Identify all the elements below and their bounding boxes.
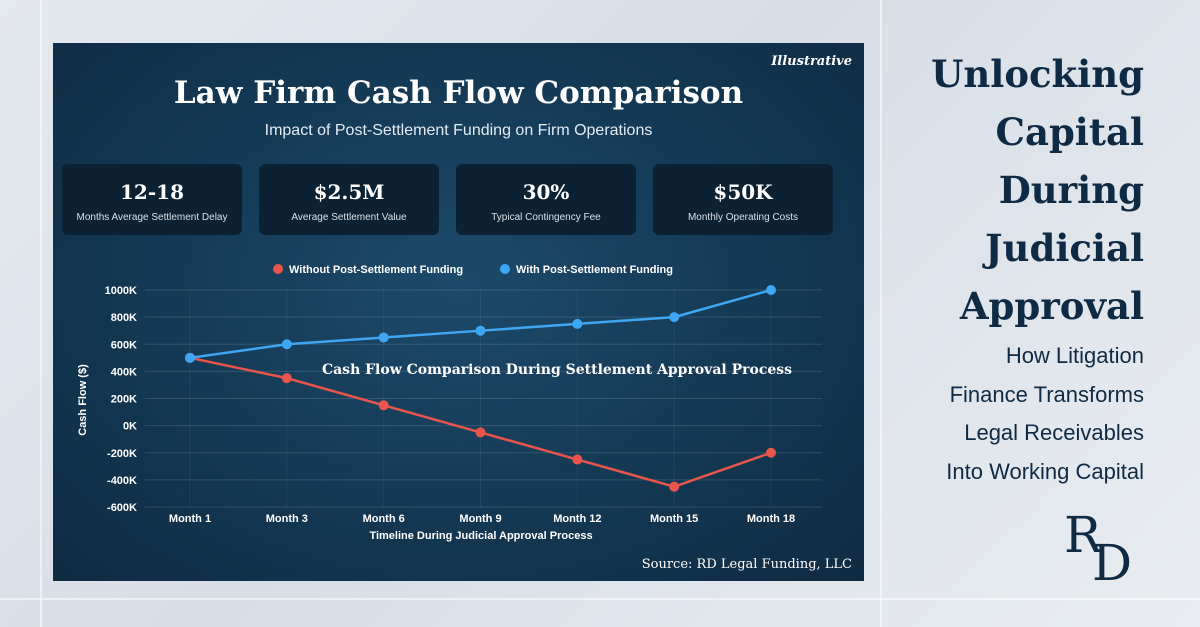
y-tick-label: 800K [111, 312, 137, 324]
y-axis-title: Cash Flow ($) [77, 364, 89, 436]
stat-value: 30% [522, 180, 570, 204]
stat-value: $50K [713, 180, 773, 204]
stat-label: Average Settlement Value [291, 212, 407, 223]
rd-logo: R D [1064, 506, 1132, 584]
data-point [185, 352, 195, 363]
cash-flow-chart: 1000K 800K 600K 400K 200K 0K -200K -400K -600K Mo… [77, 264, 822, 542]
stat-card-settlement-value: $2.5M Average Settlement Value [259, 164, 439, 235]
data-point [281, 373, 292, 384]
background-line [40, 0, 42, 627]
y-tick-label: 0K [123, 421, 137, 433]
data-point [281, 339, 292, 350]
data-point [766, 285, 776, 295]
y-tick-label: 1000K [105, 285, 137, 297]
side-subheading: How Litigation Finance Transforms Legal … [864, 337, 1144, 491]
heading-line: Unlocking [931, 52, 1144, 96]
data-point [378, 400, 389, 411]
heading-line: During [998, 168, 1144, 212]
background-line [880, 0, 882, 627]
data-point [475, 427, 486, 438]
data-point [766, 447, 776, 458]
y-tick-label: -400K [107, 475, 137, 487]
stat-value: 12-18 [120, 180, 184, 204]
logo-letter-r: R [1064, 506, 1103, 564]
data-point [475, 325, 486, 336]
stat-card-contingency-fee: 30% Typical Contingency Fee [456, 164, 636, 235]
subheading-line: Legal Receivables [964, 420, 1144, 445]
subheading-line: How Litigation [1005, 343, 1144, 368]
y-tick-label: -200K [107, 448, 137, 460]
chart-panel: Illustrative Law Firm Cash Flow Comparis… [53, 43, 864, 581]
heading-line: Capital [995, 110, 1144, 154]
side-heading: Unlocking Capital During Judicial Approv… [864, 45, 1144, 335]
heading-line: Judicial [985, 226, 1144, 270]
stat-label: Monthly Operating Costs [687, 212, 799, 223]
heading-line: Approval [959, 284, 1144, 328]
panel-title: Law Firm Cash Flow Comparison [173, 75, 744, 111]
x-tick-label: Month 18 [747, 513, 795, 525]
legend-label: With Post-Settlement Funding [516, 264, 673, 276]
y-tick-label: -600K [107, 502, 137, 514]
stat-label: Months Average Settlement Delay [76, 212, 228, 223]
y-tick-label: 600K [111, 339, 137, 351]
legend-marker [273, 264, 283, 274]
x-tick-label: Month 3 [266, 513, 308, 525]
subheading-line: Into Working Capital [946, 458, 1144, 484]
legend-marker [500, 264, 510, 274]
subheading-line: Finance Transforms [949, 381, 1144, 407]
stat-card-settlement-delay: 12-18 Months Average Settlement Delay [62, 164, 242, 235]
background-line [0, 598, 1200, 600]
stat-value: $2.5M [313, 180, 385, 204]
y-tick-label: 400K [111, 366, 137, 378]
data-point [669, 481, 680, 492]
data-point [572, 318, 583, 329]
x-tick-label: Month 1 [169, 513, 211, 525]
logo-letter-d: D [1092, 534, 1132, 584]
stat-label: Typical Contingency Fee [491, 212, 601, 223]
x-tick-label: Month 9 [459, 513, 501, 525]
data-point [572, 454, 583, 465]
data-point [669, 312, 680, 323]
stat-card-operating-costs: $50K Monthly Operating Costs [653, 164, 833, 235]
illustrative-tag: Illustrative [771, 54, 852, 69]
x-axis-title: Timeline During Judicial Approval Proces… [369, 530, 592, 542]
panel-subtitle: Impact of Post-Settlement Funding on Fir… [264, 122, 653, 139]
x-tick-label: Month 12 [553, 513, 601, 525]
data-point [378, 332, 389, 343]
y-tick-label: 200K [111, 394, 137, 406]
legend-label: Without Post-Settlement Funding [289, 264, 463, 276]
x-tick-label: Month 15 [650, 513, 698, 525]
source-credit: Source: RD Legal Funding, LLC [641, 557, 852, 572]
x-tick-label: Month 6 [363, 513, 405, 525]
chart-title: Cash Flow Comparison During Settlement A… [322, 362, 792, 378]
